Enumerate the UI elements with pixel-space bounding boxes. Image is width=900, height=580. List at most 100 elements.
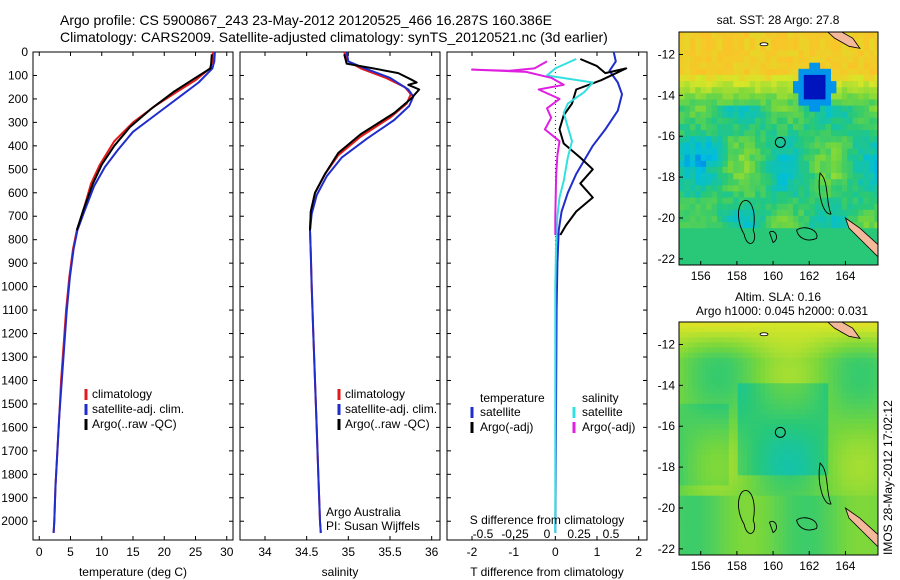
grid-cell [825,111,832,119]
grid-cell [810,373,816,379]
grid-cell [692,531,698,538]
grid-cell [737,327,743,333]
grid-cell [846,398,852,405]
grid-cell [825,32,832,39]
grid-cell [793,154,799,162]
grid-cell [803,105,810,113]
grid-cell [746,368,752,374]
grid-cell [701,495,707,502]
grid-cell [760,505,766,512]
grid-cell [701,368,707,374]
grid-cell [744,148,751,156]
grid-cell [769,485,775,492]
grid-cell [746,362,752,369]
grid-cell [809,246,816,254]
grid-cell [796,357,802,364]
grid-cell [825,81,832,88]
grid-cell [869,62,875,70]
grid-cell [746,541,752,548]
grid-cell [873,362,878,369]
grid-cell [755,209,761,217]
grid-cell [679,130,685,137]
grid-cell [710,357,716,364]
grid-cell [719,531,725,538]
grid-cell [744,50,751,58]
grid-cell [760,209,767,217]
grid-cell [793,136,799,143]
grid-cell [742,546,748,553]
grid-cell [805,332,811,338]
grid-cell [755,185,761,192]
grid-cell [765,117,772,125]
grid-cell [819,470,825,476]
grid-cell [688,434,694,441]
grid-cell [689,99,696,107]
grid-cell [774,388,780,395]
grid-cell [760,516,766,522]
grid-cell [869,465,875,471]
y-tick-label: -12 [658,47,676,61]
grid-cell [774,460,780,466]
grid-cell [749,240,756,248]
grid-cell [751,419,757,425]
grid-cell [760,252,767,260]
grid-cell [819,414,825,420]
grid-cell [803,87,810,94]
grid-cell [737,531,743,538]
grid-cell [701,511,707,517]
grid-cell [825,136,832,143]
grid-cell [706,209,713,217]
grid-cell [744,173,751,180]
grid-cell [859,551,865,555]
grid-cell [820,130,827,137]
grid-cell [706,388,712,395]
grid-cell [792,500,798,507]
grid-cell [697,454,703,461]
grid-cell [742,444,748,451]
grid-cell [679,337,685,343]
grid-cell [689,142,696,150]
grid-cell [787,531,793,538]
grid-cell [837,419,843,425]
grid-cell [760,357,766,364]
legend-label: satellite-adj. clim. [92,402,184,416]
grid-cell [746,495,752,502]
grid-cell [774,403,780,410]
grid-cell [755,32,761,39]
grid-cell [689,246,696,254]
grid-cell [733,434,739,441]
grid-cell [828,521,834,527]
grid-cell [679,352,685,359]
grid-cell [864,465,870,471]
grid-cell [810,362,816,369]
grid-cell [846,337,852,343]
grid-cell [847,117,854,125]
x-tick-label: 35 [342,545,356,559]
grid-cell [863,166,870,174]
grid-cell [769,546,775,553]
grid-cell [717,81,723,88]
grid-cell [792,342,798,349]
grid-cell [722,99,729,107]
grid-cell [760,403,766,410]
grid-cell [869,197,875,205]
grid-cell [724,470,730,476]
legend-label: climatology [92,387,152,401]
grid-cell [793,130,799,137]
grid-cell [820,56,827,64]
grid-cell [819,383,825,389]
grid-cell [737,388,743,395]
grid-cell [728,388,734,395]
grid-cell [825,215,832,223]
grid-cell [873,439,878,446]
grid-cell [683,460,689,466]
grid-cell [810,475,816,481]
grid-cell [774,531,780,538]
panel-temperature: 0 5 10 15 20 25 300100200300400500600700800900… [1,45,233,579]
grid-cell [769,347,775,354]
grid-cell [742,327,748,333]
grid-cell [733,332,739,338]
grid-cell [820,252,827,260]
grid-cell [751,408,757,415]
grid-cell [796,536,802,543]
